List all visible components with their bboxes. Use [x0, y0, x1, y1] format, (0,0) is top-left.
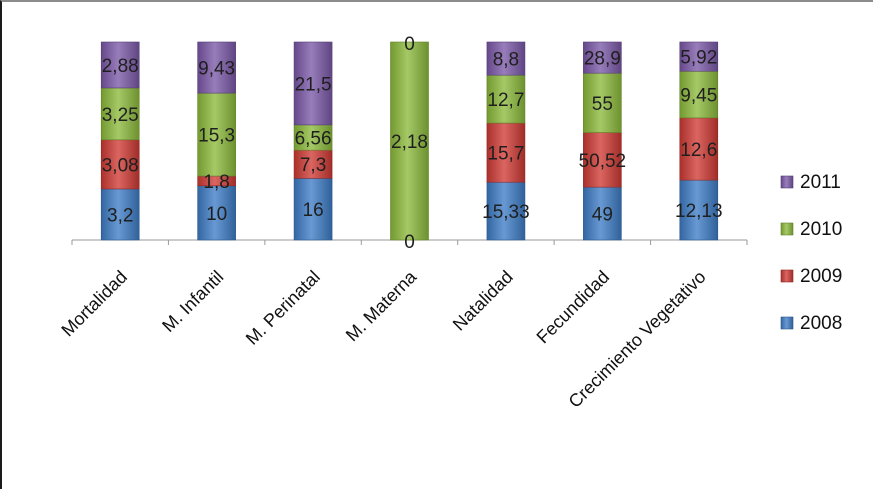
- bar-segment-2009: [679, 117, 719, 181]
- category-label: M. Infantil: [158, 267, 227, 336]
- bar-segment-2010: [100, 87, 140, 141]
- legend-swatch-2011: [780, 175, 794, 189]
- legend-swatch-2009: [780, 269, 794, 283]
- bar-segment-2008: [100, 188, 140, 241]
- bar-segment-2009: [486, 122, 526, 183]
- category-label: Natalidad: [449, 267, 517, 335]
- bar-segment-2010: [486, 74, 526, 124]
- bar-segment-2009: [100, 139, 140, 190]
- data-label: 3,25: [102, 105, 139, 126]
- bar-segment-2009: [293, 149, 333, 179]
- data-label: 3,2: [107, 205, 133, 226]
- bar-segment-2010: [197, 92, 236, 177]
- data-label: 21,5: [295, 74, 332, 95]
- data-label: 12,7: [487, 90, 524, 111]
- data-labels: 3,2 3,08 3,25 2,88 10 1,8 15,3 9,43 16 7,3 6,56 21,…: [102, 34, 723, 253]
- legend-swatch-2008: [780, 316, 794, 330]
- legend-label-2008: 2008: [800, 313, 842, 334]
- category-label: M. Perinatal: [242, 267, 324, 349]
- bar-segment-2011: [100, 41, 140, 89]
- data-label: 9,45: [680, 86, 717, 107]
- data-label: 6,56: [295, 129, 332, 150]
- data-label: 12,6: [680, 140, 717, 161]
- data-label: 50,52: [579, 151, 627, 172]
- data-label: 7,3: [300, 155, 326, 176]
- bar-segment-2009: [583, 132, 622, 188]
- data-label: 2,18: [391, 132, 428, 153]
- data-label: 28,9: [584, 49, 621, 70]
- data-label: 15,3: [198, 126, 235, 147]
- bar-segment-2011: [486, 41, 526, 76]
- category-labels: Mortalidad M. Infantil M. Perinatal M. Mate…: [57, 266, 709, 412]
- bar-segment-2008: [197, 185, 236, 241]
- data-label: 16: [303, 200, 324, 221]
- data-label: 0: [404, 232, 415, 253]
- bar-segment-2008: [583, 186, 622, 241]
- legend-label-2010: 2010: [800, 219, 842, 240]
- data-label: 49: [592, 205, 613, 226]
- data-label: 3,08: [102, 155, 139, 176]
- legend-label-2011: 2011: [800, 172, 841, 193]
- bar-segment-2008: [679, 179, 719, 241]
- legend: 2011 2010 2009 2008: [780, 172, 842, 334]
- bar-segment-2011: [293, 41, 333, 126]
- data-label: 2,88: [102, 56, 139, 77]
- data-label: 15,7: [487, 144, 524, 165]
- data-label: 8,8: [493, 50, 519, 71]
- category-label: Fecundidad: [533, 267, 614, 348]
- data-label: 1,8: [203, 172, 229, 193]
- bar-segment-2010: [679, 70, 719, 119]
- data-label: 15,33: [482, 202, 530, 223]
- bar-segment-2008: [486, 181, 526, 241]
- data-label: 9,43: [198, 59, 235, 80]
- data-label: 10: [206, 204, 227, 225]
- data-label: 5,92: [680, 48, 717, 69]
- category-label: M. Materna: [342, 266, 421, 345]
- bar-segment-2011: [583, 41, 622, 74]
- bar-segment-2010: [293, 124, 333, 151]
- bar-segment-2011: [197, 41, 236, 94]
- legend-label-2009: 2009: [800, 266, 842, 287]
- data-label: 55: [592, 94, 613, 115]
- plot-area: [71, 41, 748, 245]
- bar-segment-2011: [679, 41, 719, 72]
- category-label: Mortalidad: [57, 267, 131, 341]
- data-label: 12,13: [675, 201, 723, 222]
- legend-swatch-2010: [780, 222, 794, 236]
- bar-segment-2010: [583, 72, 622, 133]
- data-label: 0: [404, 34, 415, 55]
- bar-segment-2010: [390, 41, 429, 241]
